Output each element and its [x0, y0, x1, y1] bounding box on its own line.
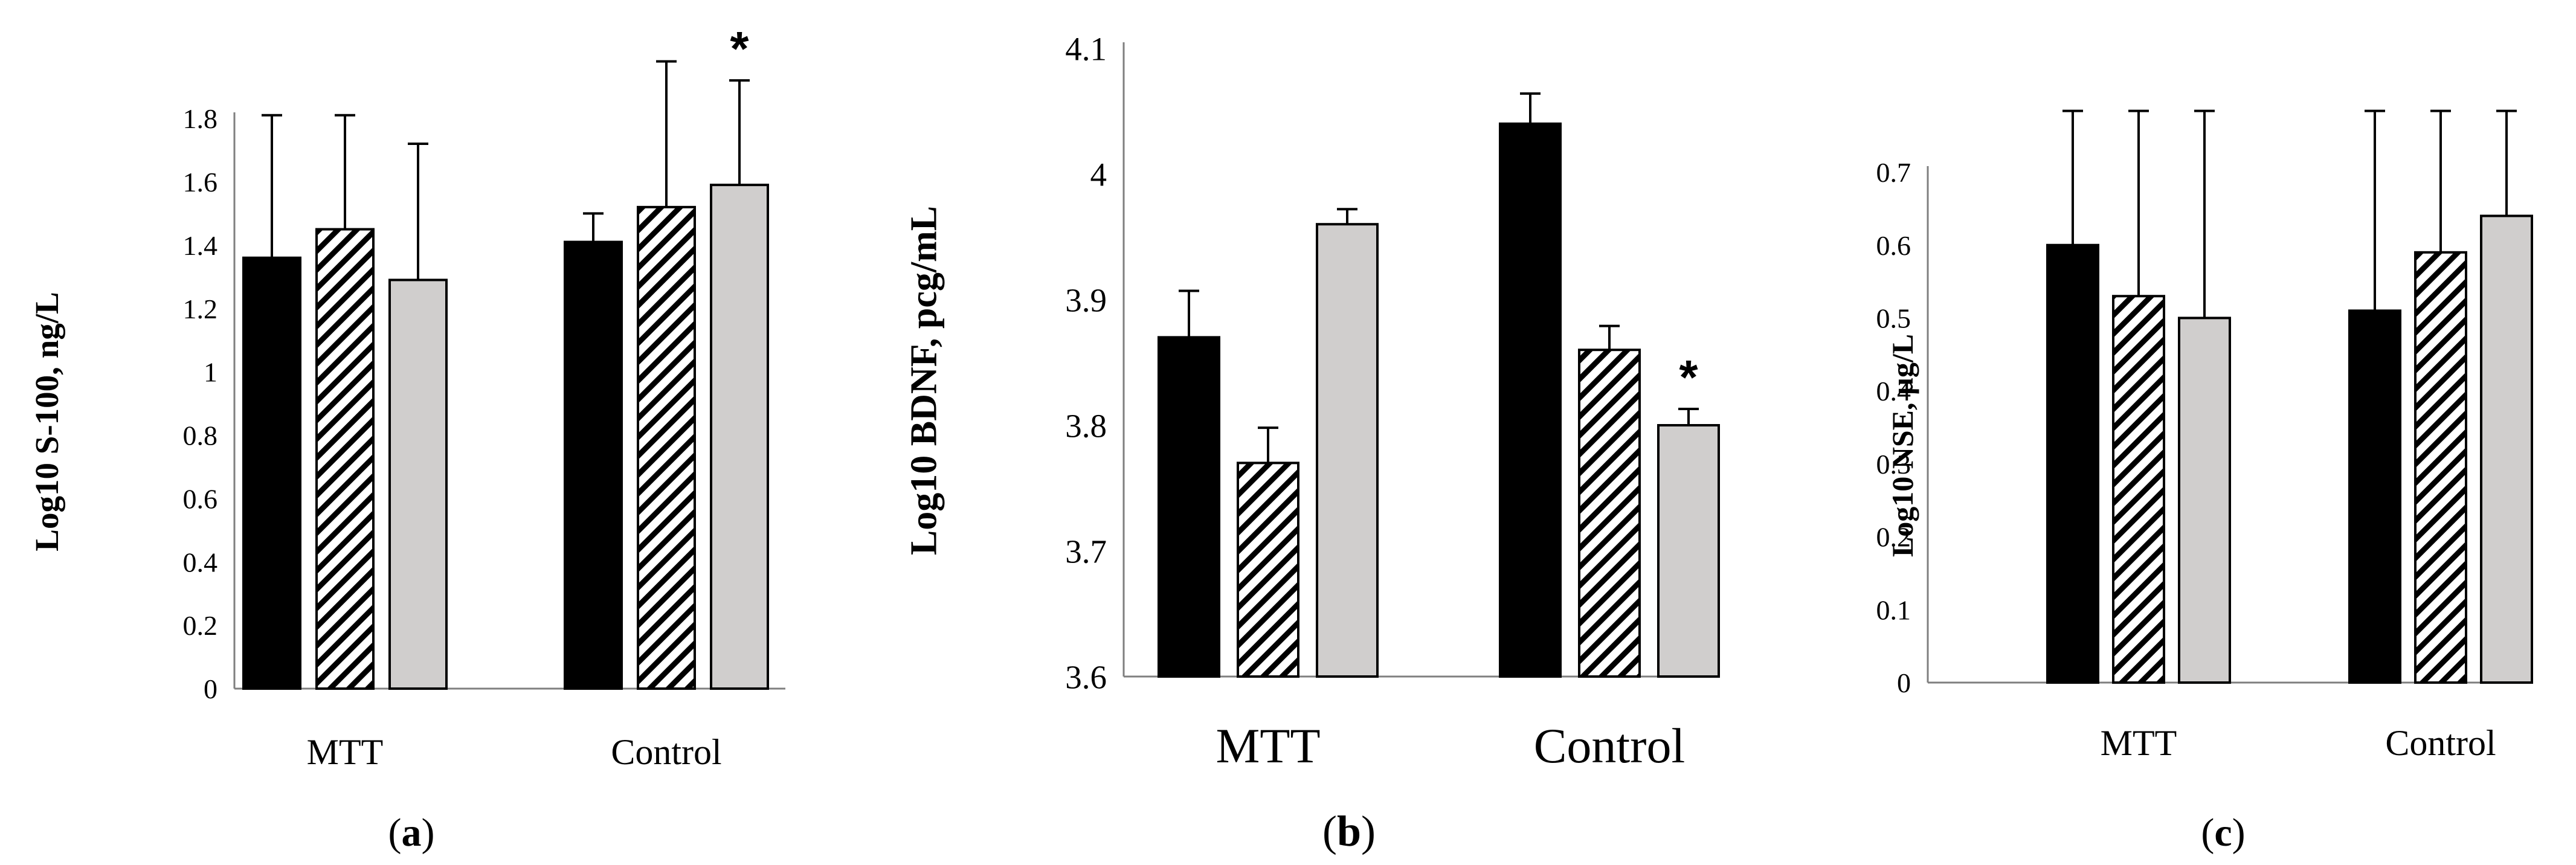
- panel-caption: (b): [1322, 807, 1376, 855]
- bar-control-series-1: [564, 240, 623, 690]
- bar-control-series-1: [1499, 122, 1562, 678]
- panel-caption: (a): [388, 811, 435, 855]
- x-category-label: MTT: [307, 732, 384, 772]
- y-tick-label: 0.5: [1876, 303, 1911, 334]
- bar-mtt-series-2: [1237, 461, 1299, 678]
- bar-control-series-2: [1578, 349, 1641, 678]
- y-tick-label: 3.9: [1065, 281, 1107, 318]
- y-tick-label: 0.7: [1876, 157, 1911, 188]
- bar-control-series-1: [2348, 309, 2401, 684]
- y-tick-label: 0.6: [1876, 230, 1911, 261]
- y-tick-label: 0.1: [1876, 594, 1911, 625]
- y-axis-title: Log10 NSE, µg/L: [1885, 334, 1919, 557]
- y-tick-label: 3.6: [1065, 658, 1107, 695]
- bar-mtt-series-3: [1316, 223, 1379, 678]
- significance-marker: *: [730, 22, 749, 76]
- bar-mtt-series-2: [2112, 295, 2165, 684]
- y-tick-label: 3.7: [1065, 533, 1107, 570]
- y-tick-label: 0.8: [183, 420, 218, 451]
- bar-mtt-series-1: [1158, 336, 1220, 678]
- bar-mtt-series-1: [2046, 243, 2099, 684]
- y-tick-label: 0.6: [183, 483, 218, 514]
- y-tick-label: 1.4: [183, 230, 218, 261]
- y-tick-label: 4.1: [1065, 30, 1107, 67]
- bar-mtt-series-3: [388, 278, 448, 690]
- bar-mtt-series-1: [242, 256, 301, 690]
- x-category-label: Control: [2385, 723, 2496, 763]
- y-tick-label: 1: [204, 357, 217, 388]
- y-tick-label: 1.8: [183, 103, 218, 134]
- y-tick-label: 0.4: [183, 547, 218, 577]
- panel-caption: (c): [2201, 811, 2245, 855]
- x-category-label: MTT: [1216, 718, 1320, 773]
- y-tick-label: 1.2: [183, 294, 218, 324]
- y-tick-label: 1.6: [183, 167, 218, 198]
- chart-c: 0 0.1 0.2 0.3 0.4 0.5 0.6 0.7 Log10 NSE, µg/L MTT…: [1876, 109, 2533, 855]
- x-category-label: Control: [611, 732, 721, 772]
- y-axis-title: Log10 BDNF, pcg/mL: [904, 206, 945, 555]
- bar-mtt-series-2: [315, 228, 375, 690]
- x-category-label: Control: [1534, 718, 1686, 773]
- bar-control-series-3: [710, 184, 769, 690]
- y-tick-label: 0.3: [1876, 449, 1911, 480]
- bar-control-series-2: [637, 205, 696, 690]
- x-category-label: MTT: [2101, 723, 2177, 763]
- y-tick-label: 3.8: [1065, 407, 1107, 444]
- chart-b: 3.6 3.7 3.8 3.9 4 4.1 Log10 BDNF, pcg/mL MTT Con…: [904, 30, 1720, 855]
- bar-control-series-2: [2414, 251, 2467, 684]
- bar-control-series-3: [1657, 424, 1720, 678]
- significance-marker: *: [1679, 350, 1698, 404]
- bar-control-series-3: [2480, 214, 2533, 684]
- y-tick-label: 4: [1090, 156, 1107, 193]
- bar-mtt-series-3: [2178, 317, 2231, 684]
- y-tick-label: 0.2: [1876, 522, 1911, 553]
- y-axis-title: Log10 S-100, ng/L: [28, 292, 65, 551]
- y-tick-label: 0: [1897, 667, 1911, 698]
- y-tick-label: 0: [204, 674, 217, 704]
- y-tick-label: 0.2: [183, 610, 218, 641]
- chart-a: 0 0.2 0.4 0.6 0.8 1 1.2 1.4 1.6 1.8 Log10 S-100, n…: [28, 22, 785, 855]
- y-tick-label: 0.4: [1876, 376, 1911, 407]
